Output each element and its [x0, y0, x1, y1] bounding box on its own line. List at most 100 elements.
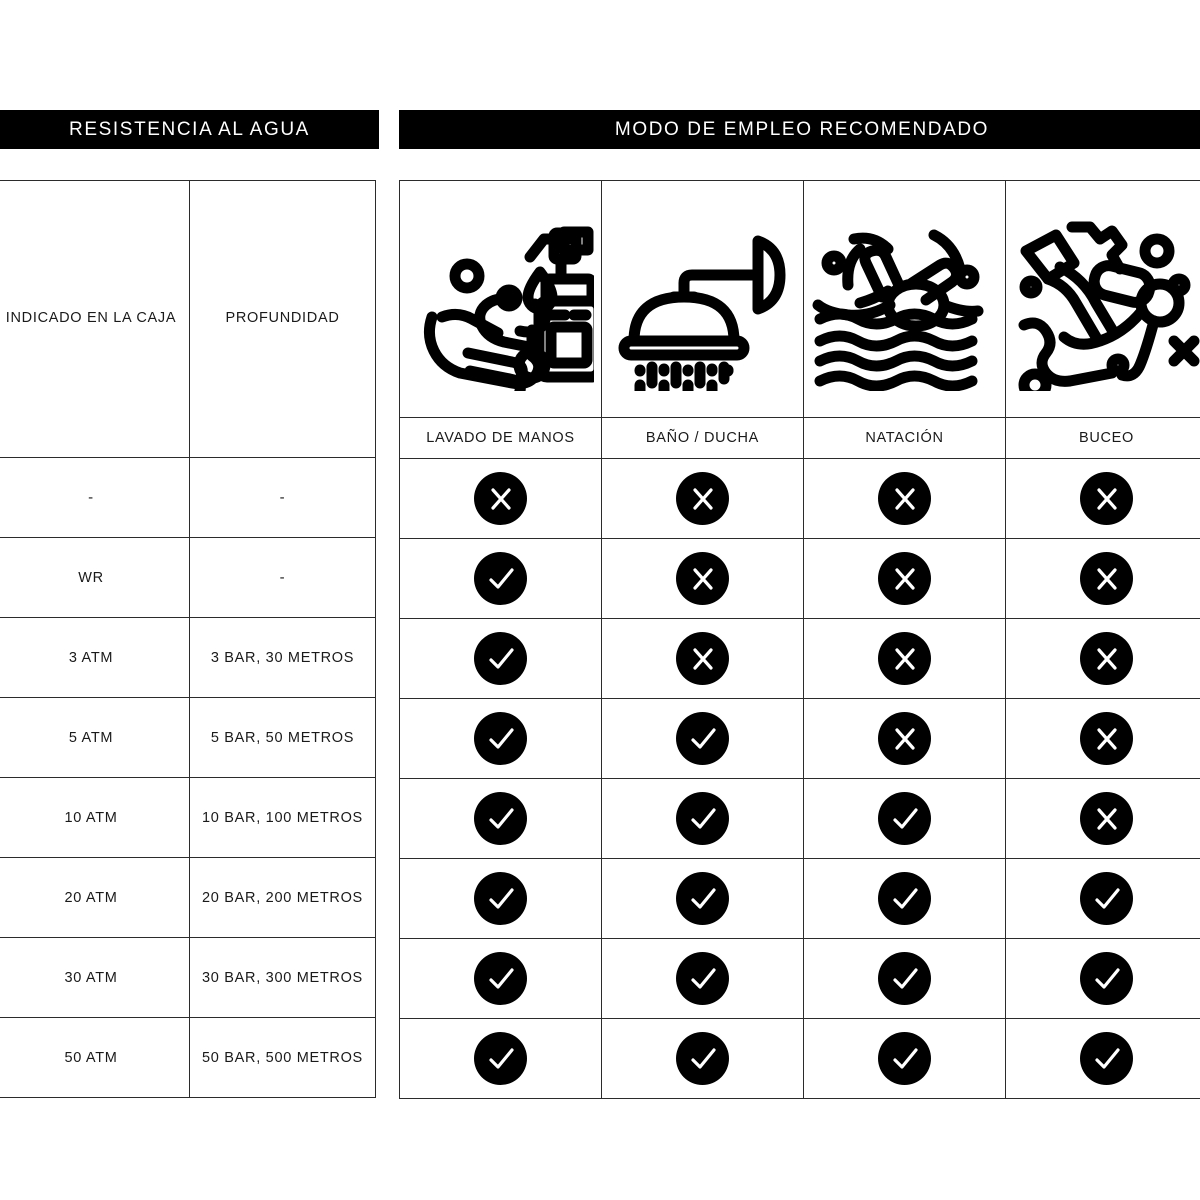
usage-cell [1005, 618, 1200, 699]
usage-cell [399, 858, 602, 939]
table-row: 3 ATM 3 BAR, 30 METROS [0, 617, 376, 698]
check-badge [878, 872, 931, 925]
usage-cell [1005, 538, 1200, 619]
usage-cell [803, 538, 1006, 619]
usage-cell [803, 858, 1006, 939]
cell-indicated: 5 ATM [0, 697, 190, 778]
depth-value: - [279, 569, 286, 586]
cross-badge [1080, 792, 1133, 845]
indicated-value: 10 ATM [64, 809, 118, 826]
depth-value: 10 BAR, 100 METROS [202, 809, 363, 826]
table-row: WR - [0, 537, 376, 618]
usage-icon-row [399, 180, 1200, 418]
cell-depth: 5 BAR, 50 METROS [189, 697, 376, 778]
indicated-value: 3 ATM [68, 649, 114, 666]
cross-badge [878, 472, 931, 525]
depth-value: 30 BAR, 300 METROS [202, 969, 363, 986]
cell-indicated: 20 ATM [0, 857, 190, 938]
depth-value: 5 BAR, 50 METROS [210, 729, 355, 746]
banner-recommended-use: MODO DE EMPLEO RECOMENDADO [399, 110, 1200, 149]
table-row: 30 ATM 30 BAR, 300 METROS [0, 937, 376, 1018]
usage-cell [601, 858, 804, 939]
check-badge [878, 1032, 931, 1085]
cell-indicated: 30 ATM [0, 937, 190, 1018]
cross-badge [878, 712, 931, 765]
usage-icon-cell [601, 180, 804, 418]
usage-label-cell: LAVADO DE MANOS [399, 417, 602, 459]
check-badge [1080, 952, 1133, 1005]
usage-label: NATACIÓN [865, 430, 944, 446]
cell-indicated: 50 ATM [0, 1017, 190, 1098]
usage-label: BAÑO / DUCHA [645, 430, 760, 446]
cell-depth: - [189, 537, 376, 618]
table-row [399, 1018, 1200, 1099]
usage-cell [399, 938, 602, 1019]
left-header-row: INDICADO EN LA CAJA PROFUNDIDAD [0, 180, 376, 458]
check-badge [474, 872, 527, 925]
banner-right-text: MODO DE EMPLEO RECOMENDADO [614, 118, 990, 140]
usage-cell [803, 938, 1006, 1019]
indicated-value: 20 ATM [64, 889, 118, 906]
indicated-value: WR [78, 569, 104, 586]
cross-badge [878, 632, 931, 685]
usage-cell [601, 458, 804, 539]
cross-badge [1080, 472, 1133, 525]
usage-cell [1005, 858, 1200, 939]
usage-cell [601, 1018, 804, 1099]
usage-cell [1005, 778, 1200, 859]
banner-left-text: RESISTENCIA AL AGUA [69, 118, 310, 140]
check-badge [676, 952, 729, 1005]
header-depth: PROFUNDIDAD [189, 180, 376, 458]
usage-icon-cell [399, 180, 602, 418]
usage-cell [803, 458, 1006, 539]
usage-cell [803, 698, 1006, 779]
usage-cell [399, 1018, 602, 1099]
usage-label-cell: BAÑO / DUCHA [601, 417, 804, 459]
check-badge [878, 952, 931, 1005]
usage-matrix-body: LAVADO DE MANOS BAÑO / DUCHA NATACIÓN BU… [399, 180, 1200, 1099]
cell-indicated: 3 ATM [0, 617, 190, 698]
usage-icon-cell [803, 180, 1006, 418]
cross-badge [474, 472, 527, 525]
cross-badge [1080, 632, 1133, 685]
usage-label: BUCEO [1078, 430, 1135, 446]
usage-cell [803, 1018, 1006, 1099]
usage-cell [399, 458, 602, 539]
usage-cell [601, 778, 804, 859]
table-row [399, 458, 1200, 539]
check-badge [474, 1032, 527, 1085]
usage-cell [399, 538, 602, 619]
usage-cell [1005, 1018, 1200, 1099]
table-row: 20 ATM 20 BAR, 200 METROS [0, 857, 376, 938]
usage-cell [1005, 938, 1200, 1019]
cell-depth: 10 BAR, 100 METROS [189, 777, 376, 858]
indicated-value: 30 ATM [64, 969, 118, 986]
check-badge [474, 552, 527, 605]
check-badge [1080, 872, 1133, 925]
usage-cell [399, 778, 602, 859]
cell-indicated: 10 ATM [0, 777, 190, 858]
usage-cell [601, 538, 804, 619]
depth-value: 50 BAR, 500 METROS [202, 1049, 363, 1066]
check-badge [474, 792, 527, 845]
check-badge [878, 792, 931, 845]
check-badge [676, 872, 729, 925]
indicated-value: 5 ATM [68, 729, 114, 746]
cell-indicated: - [0, 457, 190, 538]
table-row [399, 618, 1200, 699]
banner-water-resistance: RESISTENCIA AL AGUA [0, 110, 379, 149]
cross-badge [878, 552, 931, 605]
rating-depth-body: INDICADO EN LA CAJA PROFUNDIDAD - - WR -… [0, 180, 376, 1098]
cell-depth: 3 BAR, 30 METROS [189, 617, 376, 698]
indicated-value: - [88, 489, 94, 506]
table-row: 5 ATM 5 BAR, 50 METROS [0, 697, 376, 778]
usage-label-cell: BUCEO [1005, 417, 1200, 459]
usage-cell [1005, 698, 1200, 779]
swimming-icon [804, 181, 1005, 417]
table-row [399, 538, 1200, 619]
header-indicated-label: INDICADO EN LA CAJA [5, 310, 177, 327]
rating-depth-table: INDICADO EN LA CAJA PROFUNDIDAD - - WR -… [0, 180, 376, 1098]
cell-depth: 20 BAR, 200 METROS [189, 857, 376, 938]
cross-badge [1080, 712, 1133, 765]
cross-badge [676, 472, 729, 525]
